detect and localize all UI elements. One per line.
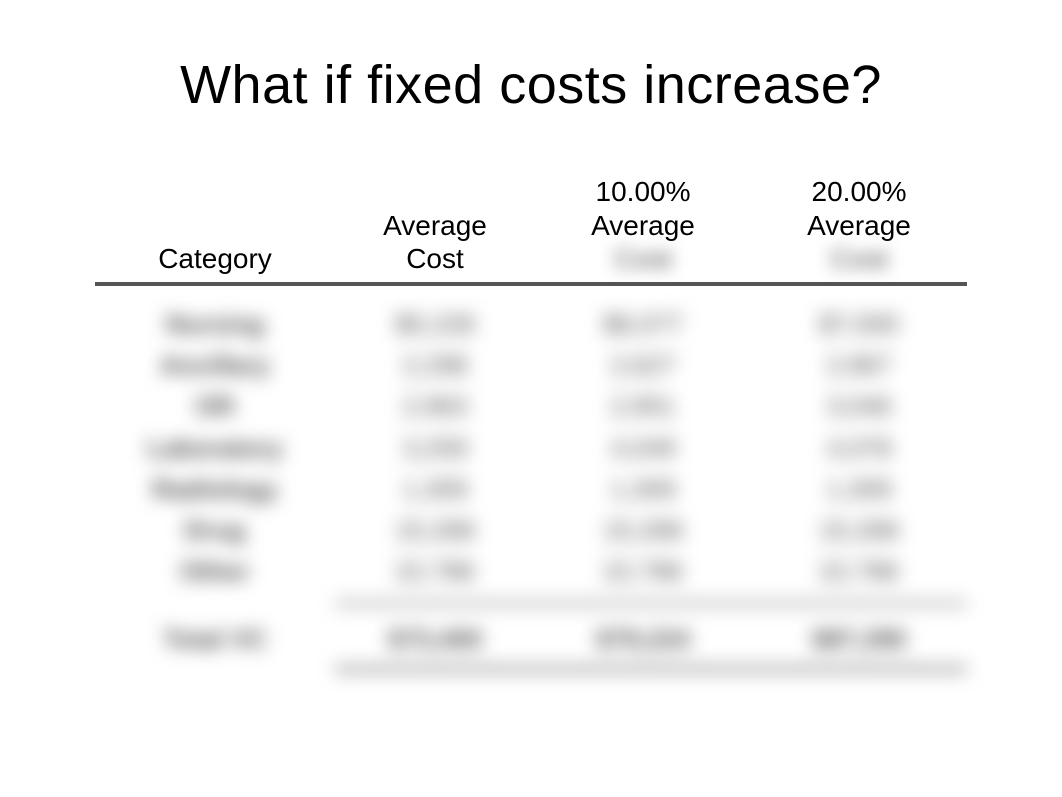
cell-value: 1,309 xyxy=(535,469,751,510)
cell-category: Other xyxy=(95,551,335,592)
cell-category: Drug xyxy=(95,510,335,551)
cell-value: $6,077 xyxy=(535,304,751,345)
cell-category: Laboratory xyxy=(95,428,335,469)
header-label: Average xyxy=(751,209,967,243)
header-rule xyxy=(95,282,967,286)
cell-value: 2,298 xyxy=(335,345,535,386)
table-row: Other 22,786 22,786 22,786 xyxy=(95,551,967,592)
header-cell-avg: Average Cost xyxy=(335,160,535,280)
cell-value: 1,309 xyxy=(335,469,535,510)
header-cell-avg20: 20.00% Average Cost xyxy=(751,160,967,280)
cell-value: 3,046 xyxy=(751,386,967,427)
table-body-blurred: Nursing $5,228 $6,077 $7,000 Ancillary 2… xyxy=(95,304,967,671)
cell-value: 22,786 xyxy=(335,551,535,592)
header-cell-category: Category xyxy=(95,160,335,280)
cell-value: 4,049 xyxy=(535,428,751,469)
cell-total-value: $73,400 xyxy=(335,619,535,660)
cell-value: $7,000 xyxy=(751,304,967,345)
header-label: Cost xyxy=(335,242,535,276)
cell-value: 2,967 xyxy=(751,345,967,386)
cost-table: Category Average Cost 10.00% Average Cos… xyxy=(95,160,967,671)
table-row: Drug 15,268 15,268 15,268 xyxy=(95,510,967,551)
cell-value: 2,963 xyxy=(335,386,535,427)
cell-category: Nursing xyxy=(95,304,335,345)
table-row: Radiology 1,309 1,309 1,309 xyxy=(95,469,967,510)
cell-value: 2,951 xyxy=(535,386,751,427)
cell-value: 15,268 xyxy=(751,510,967,551)
table-header-row: Category Average Cost 10.00% Average Cos… xyxy=(95,160,967,280)
header-label: 10.00% xyxy=(535,175,751,209)
cell-value: 4,078 xyxy=(751,428,967,469)
table-total-row: Total VC $73,400 $79,224 $87,290 xyxy=(95,619,967,660)
header-label: Average xyxy=(535,209,751,243)
subtotal-rule xyxy=(335,602,967,605)
table-row: OR 2,963 2,951 3,046 xyxy=(95,386,967,427)
cell-total-label: Total VC xyxy=(95,619,335,660)
cell-value: 22,786 xyxy=(751,551,967,592)
table-row: Laboratory 3,259 4,049 4,078 xyxy=(95,428,967,469)
cell-category: OR xyxy=(95,386,335,427)
header-label: Average xyxy=(335,209,535,243)
total-rule xyxy=(335,667,967,671)
table-row: Ancillary 2,298 2,627 2,967 xyxy=(95,345,967,386)
cell-value: $5,228 xyxy=(335,304,535,345)
cell-value: 15,268 xyxy=(335,510,535,551)
cell-category: Ancillary xyxy=(95,345,335,386)
header-cell-avg10: 10.00% Average Cost xyxy=(535,160,751,280)
header-label-blurred: Cost xyxy=(751,242,967,276)
slide-title-clip: What if fixed costs increase? xyxy=(0,58,1062,138)
cell-total-value: $79,224 xyxy=(535,619,751,660)
cell-category: Radiology xyxy=(95,469,335,510)
cell-total-value: $87,290 xyxy=(751,619,967,660)
header-label: Category xyxy=(95,242,335,276)
header-label: 20.00% xyxy=(751,175,967,209)
slide-canvas: What if fixed costs increase? Category A… xyxy=(0,0,1062,797)
cell-value: 1,309 xyxy=(751,469,967,510)
cell-value: 22,786 xyxy=(535,551,751,592)
cell-value: 2,627 xyxy=(535,345,751,386)
cell-value: 15,268 xyxy=(535,510,751,551)
table-row: Nursing $5,228 $6,077 $7,000 xyxy=(95,304,967,345)
cell-value: 3,259 xyxy=(335,428,535,469)
slide-title: What if fixed costs increase? xyxy=(0,58,1062,112)
header-label-blurred: Cost xyxy=(535,242,751,276)
